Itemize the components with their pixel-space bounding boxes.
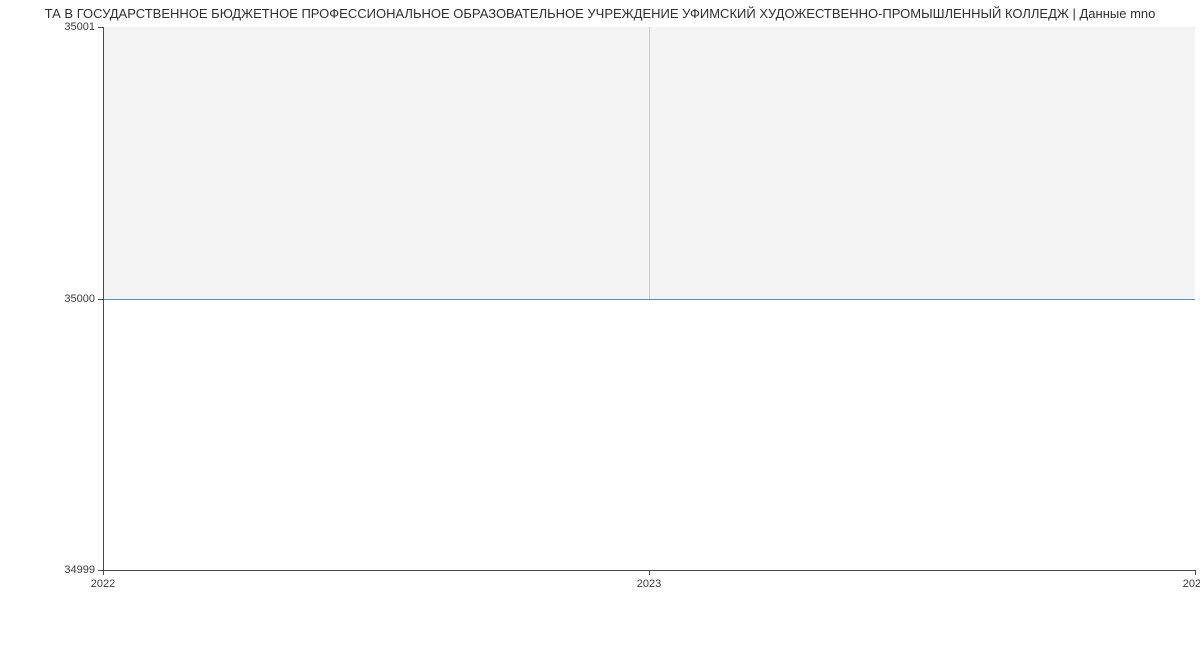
chart-area: 349993500035001202220232024 <box>103 27 1195 570</box>
plot-bg-bottom <box>103 299 1195 571</box>
y-tick-mark <box>98 27 103 28</box>
data-line <box>103 299 1195 300</box>
x-tick-mark <box>103 570 104 575</box>
grid-vertical <box>649 27 650 299</box>
y-tick-label: 35000 <box>43 293 95 305</box>
x-tick-mark <box>1195 570 1196 575</box>
chart-title: ТА В ГОСУДАРСТВЕННОЕ БЮДЖЕТНОЕ ПРОФЕССИО… <box>0 6 1200 21</box>
y-tick-label: 35001 <box>43 21 95 33</box>
x-tick-label: 2023 <box>637 578 661 590</box>
x-tick-mark <box>649 570 650 575</box>
y-axis-line <box>103 27 104 570</box>
x-tick-label: 2022 <box>91 578 115 590</box>
y-tick-label: 34999 <box>43 564 95 576</box>
y-tick-mark <box>98 299 103 300</box>
x-tick-label: 2024 <box>1183 578 1200 590</box>
